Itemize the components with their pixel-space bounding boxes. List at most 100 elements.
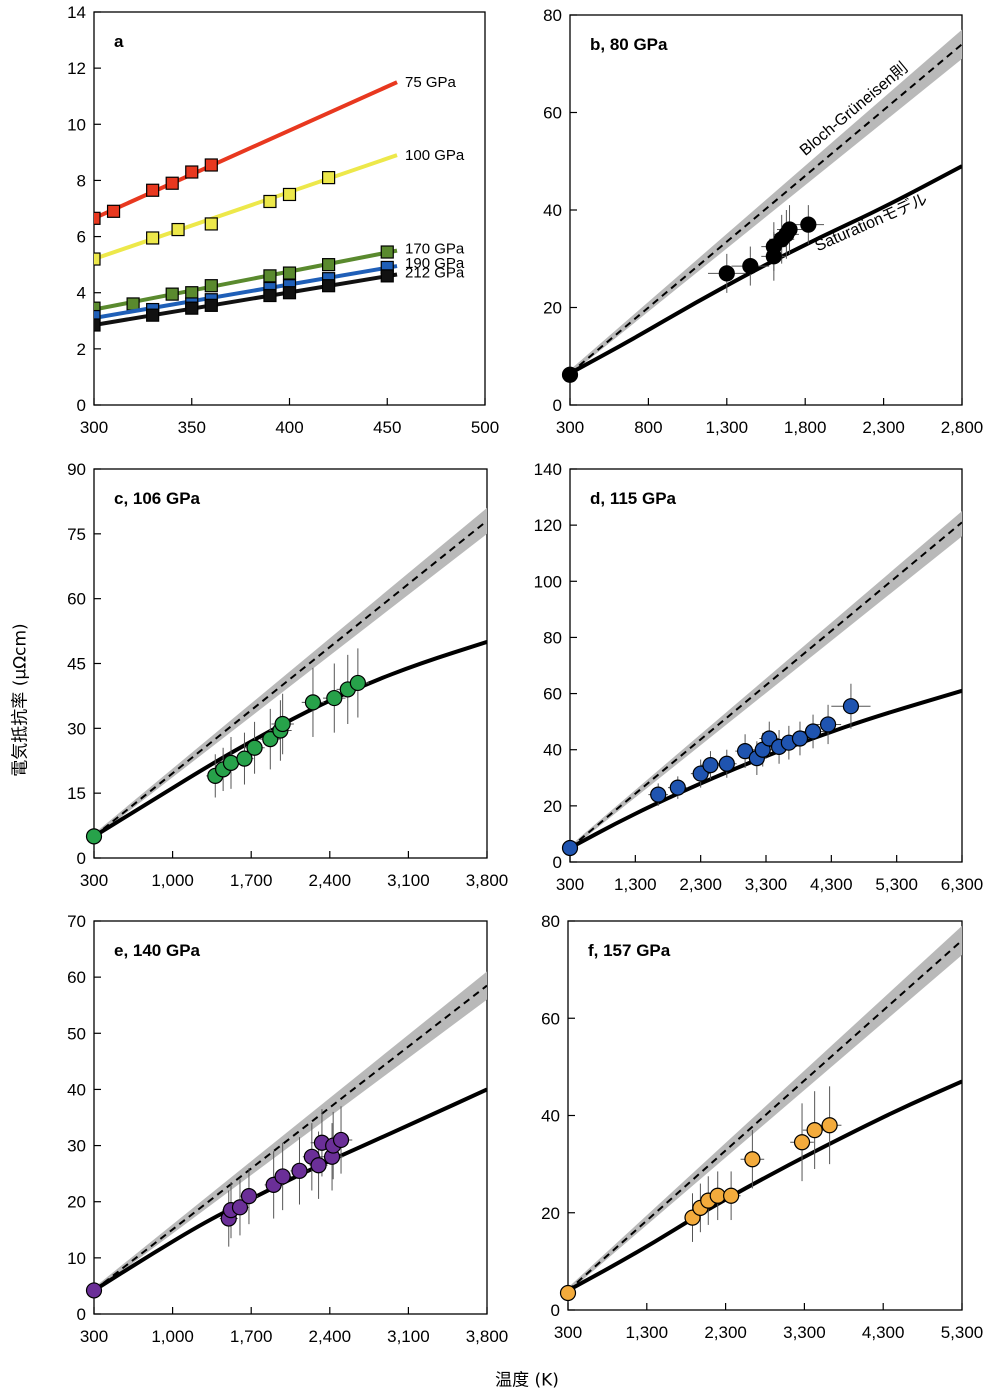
data-point-circle — [804, 723, 822, 740]
series-line — [94, 80, 398, 221]
x-tick-label: 1,300 — [614, 875, 657, 894]
y-tick-label: 100 — [534, 572, 562, 591]
data-point-circle — [222, 754, 240, 772]
y-tick-label: 90 — [67, 460, 86, 479]
data-point-square — [204, 158, 218, 172]
data-point-square — [165, 176, 179, 190]
data-point-circle — [744, 1151, 761, 1168]
panel-a: 300 350 400 450 500 0 2 4 6 8 10 12 14 a 75 GPa 100 GPa… — [67, 3, 499, 437]
saturation-curve — [568, 1079, 962, 1293]
x-tick-label: 1,000 — [151, 871, 194, 890]
y-tick-label: 70 — [67, 912, 86, 931]
y-tick-label: 140 — [534, 460, 562, 479]
panel-title: b, 80 GPa — [590, 35, 668, 54]
panel-e: 300 1,000 1,700 2,400 3,100 3,800 0 10 20 30 40 50 6… — [67, 912, 508, 1346]
plot-area — [94, 80, 398, 332]
x-tick-label: 300 — [554, 1323, 582, 1342]
x-tick-label: 1,700 — [230, 1327, 273, 1346]
data-point-circle — [274, 1168, 291, 1185]
y-tick-label: 75 — [67, 525, 86, 544]
x-tick-label: 500 — [471, 418, 499, 437]
data-point-square — [282, 187, 297, 202]
bloch-gruneisen-line — [570, 43, 962, 375]
saturation-label: Saturationモデル — [812, 189, 930, 255]
data-point-square — [106, 204, 121, 218]
x-tick-label: 1,000 — [151, 1327, 194, 1346]
bloch-uncertainty-band — [570, 511, 962, 850]
bloch-uncertainty-band — [570, 29, 962, 375]
x-tick-label: 300 — [80, 871, 108, 890]
data-point-square — [204, 298, 218, 312]
x-axis-label: 温度 (K) — [495, 1370, 559, 1391]
y-tick-label: 0 — [553, 396, 562, 415]
panel-c: 300 1,000 1,700 2,400 3,100 3,800 0 15 30 45 60 75 9… — [67, 460, 508, 890]
y-tick-label: 40 — [67, 1080, 86, 1099]
panel-b: 300 800 1,300 1,800 2,300 2,800 0 20 40 60 80 b, 80… — [543, 6, 983, 437]
x-tick-label: 450 — [373, 418, 401, 437]
y-tick-label: 40 — [543, 741, 562, 760]
saturation-curve — [570, 688, 962, 850]
x-tick-label: 800 — [634, 418, 662, 437]
data-point-circle — [240, 1187, 258, 1205]
bloch-gruneisen-line — [568, 939, 962, 1292]
data-point-circle — [236, 750, 253, 767]
saturation-curve — [94, 1087, 487, 1293]
data-point-square — [146, 308, 160, 322]
data-point-circle — [821, 1117, 838, 1134]
y-tick-label: 60 — [543, 104, 562, 123]
panel-title: a — [114, 32, 124, 51]
data-point-square — [263, 194, 277, 209]
data-point-square — [322, 171, 336, 185]
plot-frame — [93, 920, 488, 1315]
x-tick-label: 2,800 — [941, 418, 984, 437]
y-tick-label: 60 — [67, 968, 86, 987]
y-tick-label: 30 — [67, 1137, 86, 1156]
data-point-square — [185, 165, 199, 179]
data-point-square — [185, 301, 199, 315]
y-tick-label: 60 — [541, 1009, 560, 1028]
data-point-circle — [231, 1199, 249, 1216]
series-line — [94, 264, 398, 320]
y-tick-label: 20 — [543, 299, 562, 318]
y-tick-label: 12 — [67, 59, 86, 78]
y-tick-label: 0 — [77, 396, 86, 415]
y-tick-label: 20 — [543, 797, 562, 816]
y-tick-label: 20 — [541, 1204, 560, 1223]
y-tick-label: 40 — [543, 201, 562, 220]
bloch-gruneisen-line — [94, 984, 487, 1292]
data-point-square — [282, 266, 297, 280]
data-point-circle — [709, 1187, 726, 1204]
x-tick-label: 2,300 — [862, 418, 905, 437]
y-tick-label: 4 — [77, 284, 86, 303]
data-point-circle — [559, 1284, 577, 1302]
data-point-square — [94, 211, 101, 225]
data-point-square — [204, 279, 218, 293]
x-tick-label: 3,300 — [783, 1323, 826, 1342]
data-point-square — [126, 297, 140, 311]
data-point-circle — [742, 257, 759, 275]
series-label: 100 GPa — [405, 147, 465, 164]
x-tick-label: 2,300 — [679, 875, 722, 894]
y-tick-label: 60 — [543, 685, 562, 704]
data-point-square — [380, 245, 394, 259]
y-tick-label: 15 — [67, 784, 86, 803]
data-point-circle — [246, 739, 263, 756]
y-tick-label: 6 — [77, 228, 86, 247]
data-point-circle — [791, 730, 809, 747]
series-line — [94, 153, 398, 261]
x-tick-label: 4,300 — [810, 875, 853, 894]
data-point-square — [380, 269, 394, 283]
y-tick-label: 80 — [541, 912, 560, 931]
data-point-square — [94, 252, 101, 266]
data-point-circle — [274, 715, 291, 733]
data-point-square — [146, 231, 160, 245]
x-tick-label: 1,800 — [784, 418, 827, 437]
data-point-circle — [736, 743, 754, 760]
x-tick-label: 6,300 — [941, 875, 984, 894]
y-tick-label: 0 — [77, 1305, 86, 1324]
y-tick-label: 0 — [553, 853, 562, 872]
data-point-square — [282, 286, 297, 300]
data-point-circle — [85, 828, 103, 845]
y-tick-label: 0 — [551, 1301, 560, 1320]
x-tick-label: 4,300 — [862, 1323, 905, 1342]
